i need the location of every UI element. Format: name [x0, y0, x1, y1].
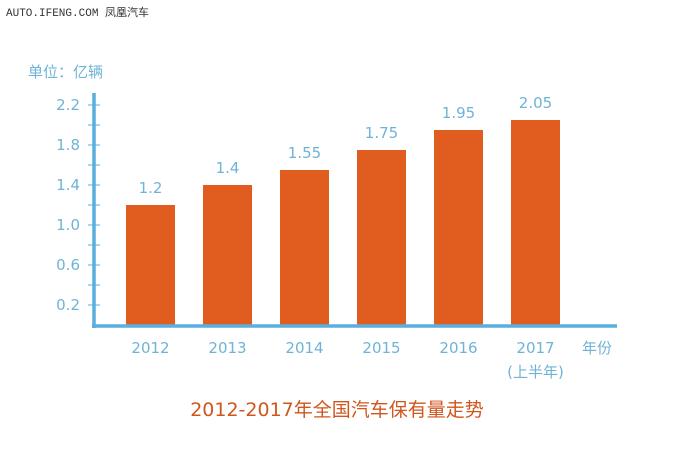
- x-tick-label: 2016: [439, 339, 477, 357]
- x-tick-label: 2017: [516, 339, 554, 357]
- y-tick-label: 1.4: [56, 176, 80, 194]
- y-tick-label: 2.2: [56, 96, 80, 114]
- data-label: 2.05: [519, 94, 552, 112]
- data-label: 1.4: [216, 159, 240, 177]
- y-tick-label: 0.2: [56, 296, 80, 314]
- x-tick-label: 2014: [285, 339, 323, 357]
- y-axis-label: 单位：亿辆: [28, 63, 103, 81]
- x-tick-label: 2015: [362, 339, 400, 357]
- data-label: 1.75: [365, 124, 398, 142]
- bar-2014: [280, 170, 329, 325]
- bar-2017: [511, 120, 560, 325]
- chart-title: 2012-2017年全国汽车保有量走势: [190, 399, 484, 421]
- bar-2015: [357, 150, 406, 325]
- watermark: AUTO.IFENG.COM 凤凰汽车: [6, 8, 150, 20]
- y-tick-label: 1.8: [56, 136, 80, 154]
- data-label: 1.2: [139, 179, 163, 197]
- bar-2012: [126, 205, 175, 325]
- x-tick-label: 2013: [208, 339, 246, 357]
- y-tick-label: 1.0: [56, 216, 80, 234]
- bar-2013: [203, 185, 252, 325]
- x-axis-label: 年份: [582, 339, 612, 357]
- data-label: 1.95: [442, 104, 475, 122]
- bar-2016: [434, 130, 483, 325]
- x-tick-label: 2012: [131, 339, 169, 357]
- data-label: 1.55: [288, 144, 321, 162]
- x-tick-sublabel: (上半年): [507, 363, 564, 381]
- y-tick-label: 0.6: [56, 256, 80, 274]
